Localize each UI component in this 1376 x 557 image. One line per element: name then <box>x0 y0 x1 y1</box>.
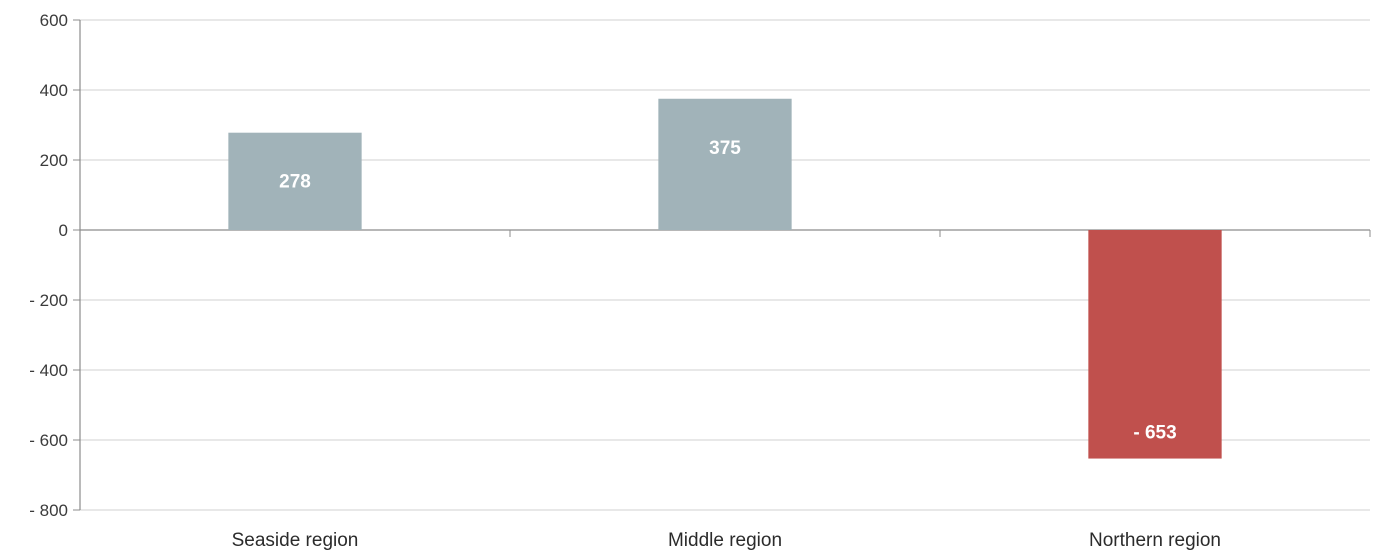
y-tick-label: - 200 <box>29 291 68 310</box>
data-label: 278 <box>279 172 311 193</box>
y-tick-label: 400 <box>40 81 68 100</box>
category-label: Middle region <box>668 530 782 551</box>
y-tick-label: 600 <box>40 11 68 30</box>
bar <box>658 98 792 230</box>
y-tick-label: 200 <box>40 151 68 170</box>
bar <box>228 132 362 230</box>
y-tick-label: - 400 <box>29 361 68 380</box>
data-label: 375 <box>709 138 741 159</box>
labels: 600 400 200 0 - 200 - 400 - 600 - 800 278 Seaside… <box>29 11 1221 551</box>
category-label: Seaside region <box>232 530 359 551</box>
bar <box>1088 230 1222 459</box>
y-tick-label: 0 <box>59 221 68 240</box>
category-label: Northern region <box>1089 530 1221 551</box>
y-tick-label: - 800 <box>29 501 68 520</box>
y-tick-label: - 600 <box>29 431 68 450</box>
data-label: - 653 <box>1133 423 1176 444</box>
bars <box>228 98 1222 459</box>
